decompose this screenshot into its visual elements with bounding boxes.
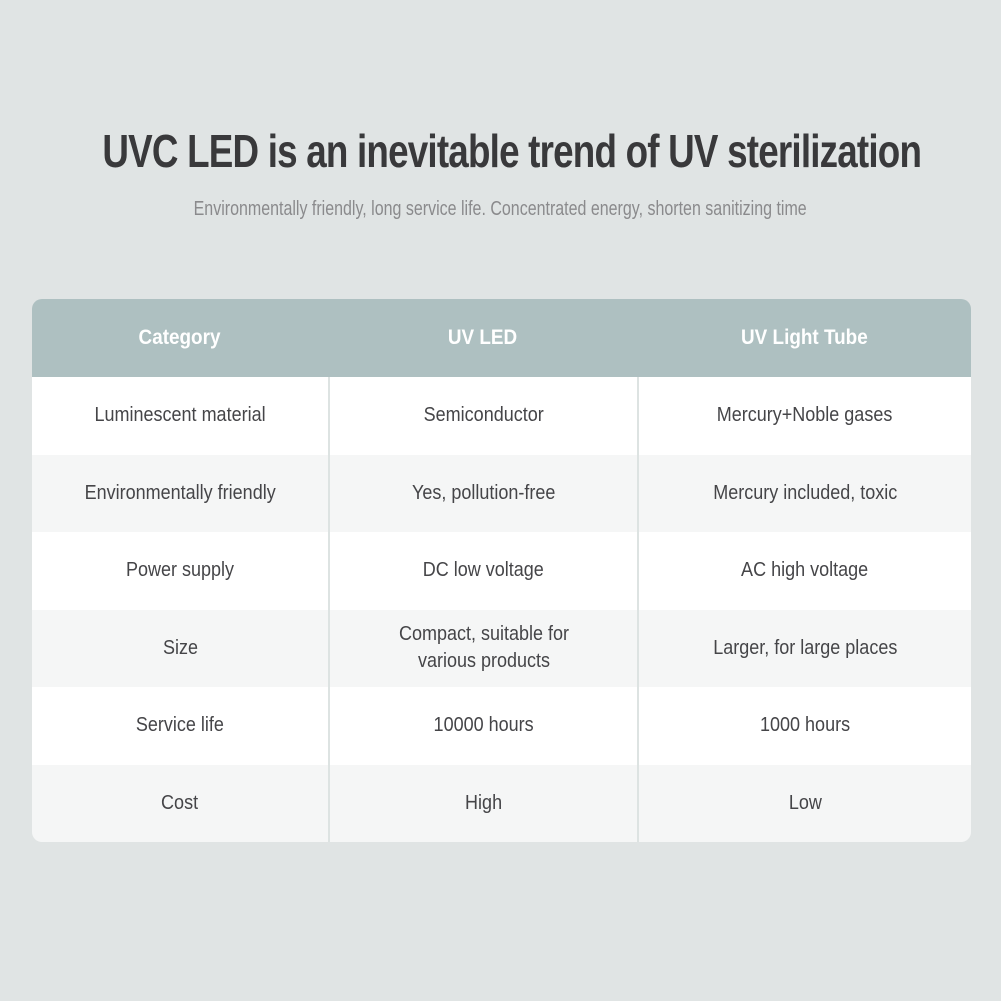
table-row-3-uv-light-tube: AC high voltage	[637, 532, 971, 610]
page-title-text: UVC LED is an inevitable trend of UV ste…	[102, 125, 922, 177]
table-row-1-category: Luminescent material	[32, 377, 328, 455]
table-cell: 1000 hours	[759, 714, 851, 737]
table-header-uv-led-label: UV LED	[447, 326, 518, 349]
table-header-category: Category	[32, 299, 328, 377]
table-header-category-label: Category	[139, 326, 221, 349]
table-row-5-uv-led: 10000 hours	[328, 687, 637, 765]
page-subtitle: Environmentally friendly, long service l…	[0, 198, 1001, 221]
table-cell: Larger, for large places	[712, 636, 898, 659]
table-row-1-uv-light-tube: Mercury+Noble gases	[637, 377, 971, 455]
table-cell: Mercury+Noble gases	[717, 404, 893, 427]
table-row-6-uv-light-tube: Low	[637, 764, 971, 842]
table-row-3-uv-led: DC low voltage	[328, 532, 637, 610]
table-row-4-uv-led: Compact, suitable for various products	[328, 609, 637, 687]
table-cell: AC high voltage	[741, 559, 869, 582]
table-header-uv-light-tube-label: UV Light Tube	[740, 326, 868, 349]
table-cell: Power supply	[125, 559, 235, 582]
table-row-2-uv-led: Yes, pollution-free	[328, 454, 637, 532]
table-cell: Environmentally friendly	[84, 481, 276, 504]
table-cell: High	[464, 791, 503, 814]
comparison-table: Category UV LED UV Light Tube Luminescen…	[32, 299, 971, 842]
table-cell: Low	[788, 791, 822, 814]
table-row-3-category: Power supply	[32, 532, 328, 610]
table-cell: Cost	[161, 791, 199, 814]
table-row-4-uv-light-tube: Larger, for large places	[637, 609, 971, 687]
table-row-6-uv-led: High	[328, 764, 637, 842]
table-cell: 10000 hours	[433, 714, 534, 737]
table-cell: Size	[162, 636, 198, 659]
table-cell: Yes, pollution-free	[411, 481, 556, 504]
table-row-5-category: Service life	[32, 687, 328, 765]
table-cell: Luminescent material	[94, 404, 266, 427]
table-header-uv-light-tube: UV Light Tube	[637, 299, 971, 377]
table-row-2-uv-light-tube: Mercury included, toxic	[637, 454, 971, 532]
page-subtitle-text: Environmentally friendly, long service l…	[193, 198, 808, 220]
table-row-2-category: Environmentally friendly	[32, 454, 328, 532]
table-header-uv-led: UV LED	[328, 299, 637, 377]
page-title: UVC LED is an inevitable trend of UV ste…	[0, 124, 1001, 178]
table-cell: Service life	[135, 714, 225, 737]
table-row-5-uv-light-tube: 1000 hours	[637, 687, 971, 765]
table-cell: Mercury included, toxic	[712, 481, 898, 504]
table-row-4-category: Size	[32, 609, 328, 687]
table-cell: DC low voltage	[422, 559, 545, 582]
table-cell: Compact, suitable for various products	[398, 623, 569, 673]
table-row-1-uv-led: Semiconductor	[328, 377, 637, 455]
table-row-6-category: Cost	[32, 764, 328, 842]
table-cell: Semiconductor	[423, 404, 544, 427]
